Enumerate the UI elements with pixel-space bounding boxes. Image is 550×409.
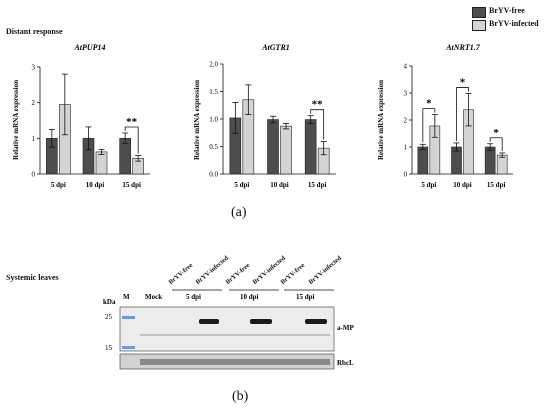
y-tick-label: 0 [32, 171, 36, 179]
chart-title: AtGTR1 [261, 43, 290, 52]
y-axis-label: Relative mRNA expression [377, 80, 385, 160]
y-tick-label: 2 [404, 117, 408, 125]
x-tick-label: 5 dpi [421, 181, 436, 189]
bar [267, 119, 279, 175]
rbcl-label: RbcL [337, 359, 354, 367]
mp-band-10dpi [250, 319, 272, 324]
significance-bracket [124, 126, 139, 154]
legend-label-infected: BrYV-infected [489, 19, 539, 28]
significance-bracket [489, 137, 503, 151]
x-tick-label: 15 dpi [308, 181, 327, 189]
y-tick-label: 1 [404, 144, 408, 152]
legend-swatch-free [472, 7, 486, 18]
x-tick-label: 15 dpi [122, 181, 141, 189]
y-axis-label: Relative mRNA expression [193, 80, 201, 160]
x-tick-label: 10 dpi [86, 181, 105, 189]
bar [417, 146, 429, 175]
rbcl-bands [140, 359, 330, 365]
kda-label: kDa [103, 298, 116, 306]
y-axis-label: Relative mRNA expression [12, 80, 20, 160]
marker-lane-label: M [123, 293, 130, 301]
blot-group-5dpi: 5 dpi [186, 293, 201, 301]
y-tick-label: 1.0 [209, 116, 218, 124]
y-tick-label: 3 [32, 64, 36, 72]
significance-label: * [493, 127, 499, 139]
mp-band-5dpi [199, 319, 219, 324]
bar [304, 119, 317, 175]
marker-band-25 [122, 316, 135, 319]
legend: BrYV-free BrYV-infected [472, 0, 550, 34]
nonspecific-band-row [140, 334, 330, 336]
panel-a-caption: (a) [231, 205, 247, 220]
mp-band-15dpi [305, 319, 327, 324]
bar [496, 154, 508, 175]
y-tick-label: 2.0 [209, 61, 218, 69]
blot-group-15dpi: 15 dpi [296, 293, 315, 301]
x-tick-label: 5 dpi [51, 181, 66, 189]
western-blot: M kDa Mock 5 dpi 10 dpi 15 dpi 25 15 a-M… [103, 289, 354, 370]
x-tick-label: 10 dpi [453, 181, 472, 189]
significance-label: * [426, 98, 432, 110]
significance-bracket [456, 87, 469, 141]
y-tick-label: 1 [32, 135, 36, 143]
distant-response-title: Distant response [6, 27, 63, 36]
significance-label: ** [312, 99, 324, 111]
bar [95, 151, 108, 175]
y-tick-label: 0.5 [209, 143, 218, 151]
x-tick-label: 10 dpi [270, 181, 289, 189]
blot-group-10dpi: 10 dpi [240, 293, 259, 301]
y-tick-label: 2 [32, 99, 36, 107]
systemic-leaves-title: Systemic leaves [6, 273, 59, 282]
significance-label: ** [126, 116, 138, 128]
bar [280, 125, 292, 175]
y-tick-label: 0.0 [209, 171, 218, 179]
blot-main-panel [119, 306, 335, 352]
size-marker-25: 25 [105, 313, 113, 321]
lane-label-6: BrYV-infected [307, 254, 343, 286]
y-tick-label: 0 [404, 171, 408, 179]
chart-title: AtNRT1.7 [445, 43, 481, 52]
mock-label: Mock [145, 293, 162, 301]
y-tick-label: 4 [404, 63, 408, 71]
marker-band-15 [122, 346, 135, 349]
significance-bracket [422, 108, 436, 143]
bar-charts: AtPUP14 Relative mRNA expression 0 1 2 3 5 dpi… [12, 43, 513, 189]
x-tick-label: 15 dpi [487, 181, 506, 189]
y-tick-label: 1.5 [209, 88, 218, 96]
amp-label: a-MP [337, 324, 354, 332]
panel-b-caption: (b) [232, 389, 249, 404]
significance-label: * [460, 77, 466, 89]
chart-title: AtPUP14 [73, 43, 105, 52]
legend-label-free: BrYV-free [489, 6, 525, 15]
y-tick-label: 3 [404, 90, 408, 98]
bar [484, 146, 496, 175]
significance-bracket [310, 109, 325, 140]
size-marker-15: 15 [105, 344, 113, 352]
legend-swatch-infected [472, 20, 486, 31]
x-tick-label: 5 dpi [234, 181, 249, 189]
